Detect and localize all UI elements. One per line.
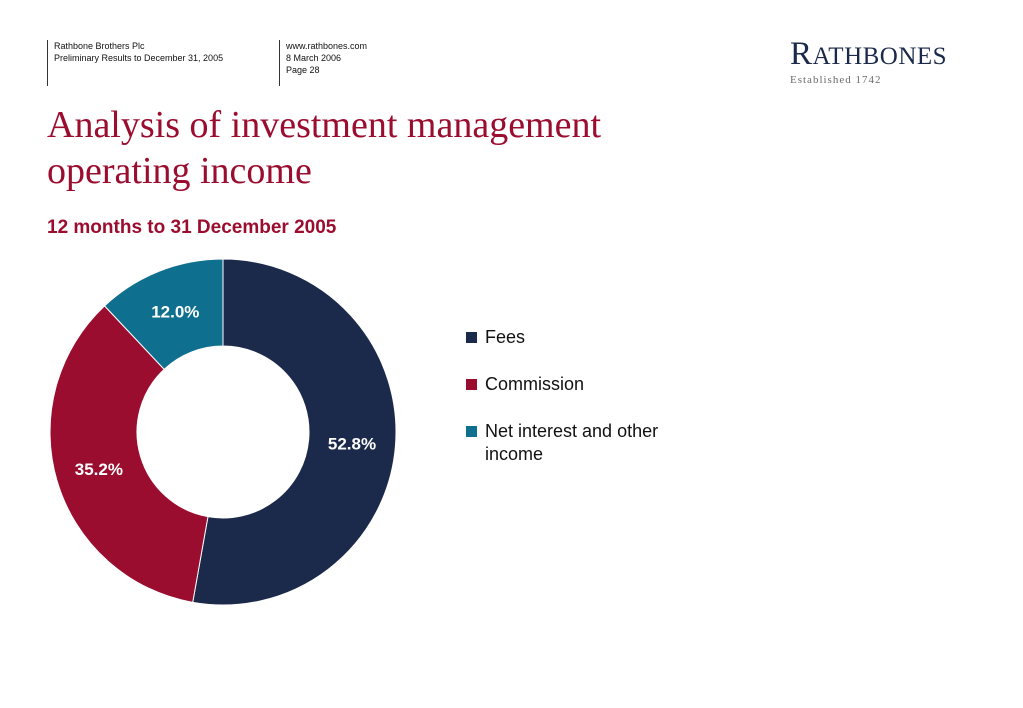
legend-item-net-interest: Net interest and other income — [466, 420, 706, 466]
header-left: Rathbone Brothers Plc Preliminary Result… — [47, 40, 223, 86]
logo-wordmark: RATHBONES — [790, 36, 948, 72]
chart-legend: Fees Commission Net interest and other i… — [466, 326, 706, 490]
slice-fees — [192, 258, 397, 606]
chart-slice-labels: 52.8% 35.2% 12.0% — [75, 303, 376, 479]
slice-label-commission: 35.2% — [75, 460, 123, 479]
legend-label: Net interest and other income — [485, 421, 659, 464]
slice-commission — [49, 305, 209, 603]
legend-label: Fees — [485, 327, 526, 347]
slice-net-interest — [103, 258, 224, 371]
legend-swatch-net-interest — [466, 426, 477, 437]
page-number: Page 28 — [286, 65, 320, 75]
rathbones-logo: RATHBONES Established 1742 — [790, 36, 947, 86]
chart-subtitle: 12 months to 31 December 2005 — [47, 217, 337, 238]
report-date: 8 March 2006 — [286, 53, 342, 63]
chart-slices — [49, 258, 397, 606]
legend-item-fees: Fees — [466, 326, 706, 349]
slice-label-fees: 52.8% — [328, 434, 376, 453]
legend-label: Commission — [485, 374, 585, 394]
logo-tagline: Established 1742 — [790, 74, 882, 86]
legend-swatch-commission — [466, 379, 477, 390]
slice-label-net-interest: 12.0% — [151, 303, 199, 322]
legend-item-commission: Commission — [466, 373, 706, 396]
report-name: Preliminary Results to December 31, 2005 — [54, 53, 224, 63]
website-link[interactable]: www.rathbones.com — [286, 41, 368, 51]
legend-swatch-fees — [466, 332, 477, 343]
company-name: Rathbone Brothers Plc — [54, 41, 145, 51]
header-middle: www.rathbones.com 8 March 2006 Page 28 — [279, 40, 367, 86]
page-title: Analysis of investment management operat… — [47, 104, 602, 192]
